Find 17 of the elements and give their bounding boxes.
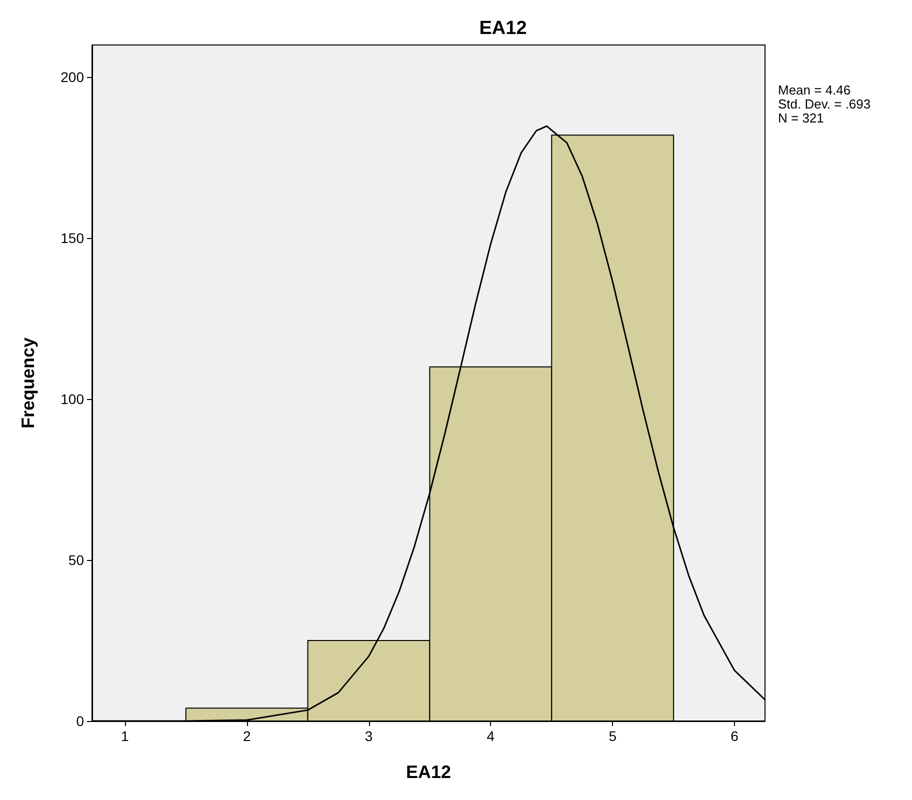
- x-axis-title: EA12: [406, 762, 452, 782]
- x-tick-label: 3: [364, 728, 373, 744]
- y-tick-label: 150: [60, 230, 84, 246]
- x-tick-label: 4: [486, 728, 495, 744]
- y-tick-label: 200: [60, 69, 84, 86]
- x-tick-label: 2: [242, 728, 251, 744]
- x-tick-label: 5: [608, 728, 617, 744]
- x-tick-label: 6: [730, 728, 739, 744]
- text: Mean = 4.46: [778, 82, 851, 98]
- y-tick-label: 100: [60, 391, 84, 408]
- y-tick-label: 50: [68, 552, 84, 568]
- y-axis-title: Frequency: [18, 337, 38, 429]
- text: Std. Dev. = .693: [778, 96, 871, 112]
- y-tick-label: 0: [76, 713, 84, 729]
- text: N = 321: [778, 110, 824, 126]
- chart-title: EA12: [479, 18, 527, 39]
- x-tick-label: 1: [121, 728, 130, 744]
